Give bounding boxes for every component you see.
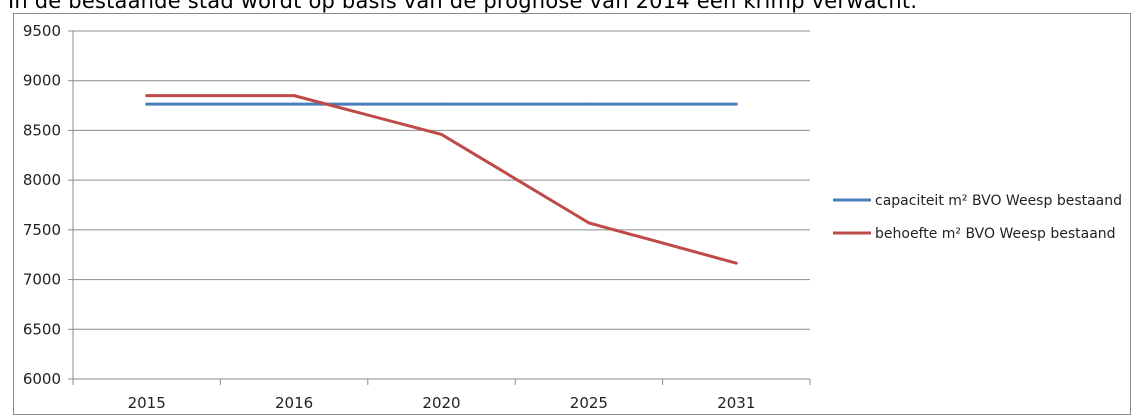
x-tick-label: 2016: [275, 394, 313, 412]
x-tick-label: 2031: [717, 394, 755, 412]
data-point: [292, 102, 296, 106]
axes: [72, 31, 810, 380]
series-lines: [145, 94, 738, 265]
chart-caption: In de bestaande stad wordt op basis van …: [8, 0, 918, 13]
x-tick-label: 2015: [128, 394, 166, 412]
x-axis-ticks: 2015 2016 2020 2025 2031: [72, 379, 811, 412]
data-point: [145, 102, 149, 106]
data-point: [734, 102, 738, 106]
y-tick-label: 8000: [23, 171, 61, 189]
x-tick-label: 2020: [422, 394, 460, 412]
y-tick-label: 6500: [23, 320, 61, 338]
data-point: [292, 94, 296, 98]
y-tick-label: 7000: [23, 271, 61, 289]
series-line-1: [146, 94, 737, 265]
y-tick-label: 6000: [23, 370, 61, 388]
legend-label: behoefte m² BVO Weesp bestaand: [875, 226, 1116, 242]
y-tick-label: 8500: [23, 121, 61, 139]
y-tick-label: 9500: [23, 22, 61, 40]
gridlines: [73, 30, 810, 330]
data-point: [734, 261, 738, 265]
data-point: [440, 132, 443, 136]
legend-label: capaciteit m² BVO Weesp bestaand: [875, 193, 1122, 209]
y-tick-label: 9000: [23, 72, 61, 90]
legend: capaciteit m² BVO Weesp bestaand behoefte…: [833, 193, 1122, 242]
data-point: [587, 221, 591, 225]
y-tick-label: 7500: [23, 221, 61, 239]
x-tick-label: 2025: [570, 394, 608, 412]
y-axis-ticks: 6000 6500 7000 7500 8000 8500 9000 9500: [23, 22, 73, 388]
data-point: [587, 102, 591, 106]
data-point: [440, 102, 443, 106]
data-point: [145, 94, 149, 98]
